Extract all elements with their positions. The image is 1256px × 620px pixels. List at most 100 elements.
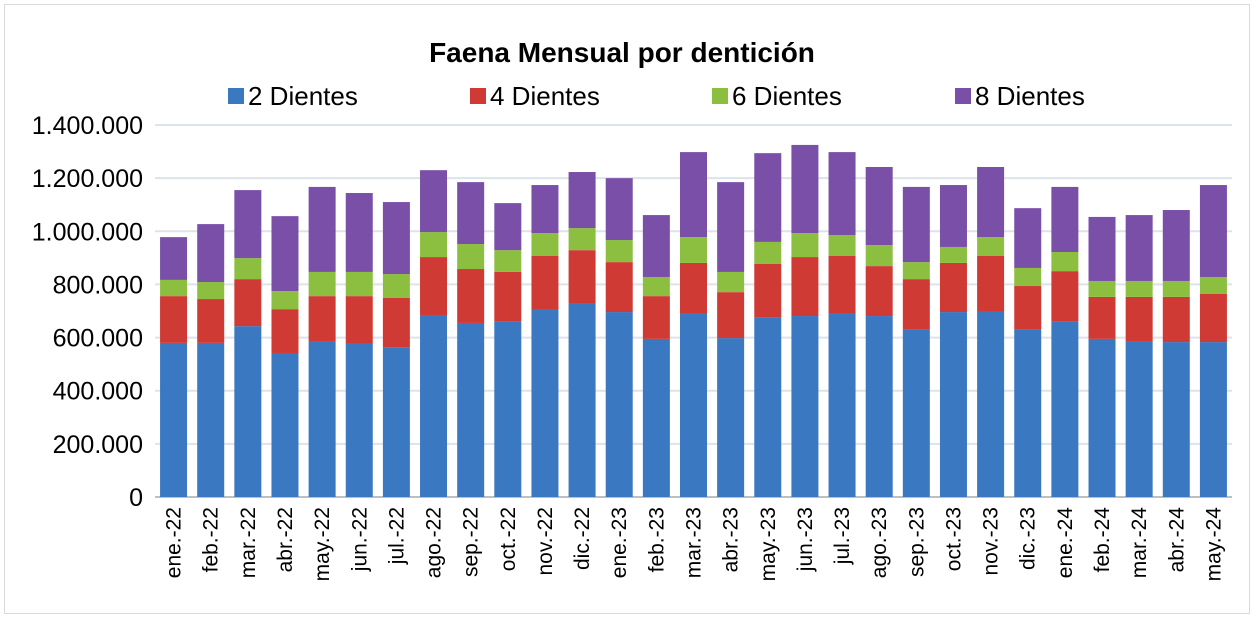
- bar-segment-2-dientes: [1014, 329, 1042, 497]
- bar-segment-2-dientes: [717, 338, 745, 497]
- bar-segment-2-dientes: [828, 313, 856, 497]
- x-tick-label: jun.-22: [348, 507, 371, 572]
- bar-segment-8-dientes: [1125, 215, 1153, 281]
- bar-segment-2-dientes: [642, 338, 670, 497]
- bar-segment-2-dientes: [568, 303, 596, 497]
- bar-segment-6-dientes: [531, 233, 559, 256]
- bar-segment-2-dientes: [420, 314, 448, 497]
- x-tick-label: ago.-22: [423, 507, 446, 578]
- x-tick-label: nov.-22: [534, 507, 557, 576]
- bar-segment-4-dientes: [197, 299, 225, 343]
- x-tick-label: jun.-23: [794, 507, 817, 572]
- x-tick-label: dic.-22: [571, 507, 594, 570]
- bar-segment-6-dientes: [1014, 267, 1042, 287]
- bar-segment-2-dientes: [308, 341, 336, 497]
- bar-segment-6-dientes: [345, 271, 373, 297]
- bar-segment-8-dientes: [568, 172, 596, 229]
- x-axis: ene.-22 feb.-22 mar.-22 abr.-22 may.-22 jun.-…: [163, 507, 1226, 582]
- bar-segment-8-dientes: [345, 193, 373, 272]
- legend-swatch: [712, 88, 728, 104]
- bar-segment-2-dientes: [902, 329, 930, 497]
- y-tick-label: 0: [129, 484, 143, 512]
- legend-label: 2 Dientes: [248, 81, 358, 111]
- bar-segment-4-dientes: [865, 266, 893, 317]
- x-tick-label: mar.-23: [683, 507, 706, 578]
- legend-swatch: [228, 88, 244, 104]
- x-tick-label: mar.-24: [1128, 507, 1151, 579]
- bar-segment-8-dientes: [308, 186, 336, 272]
- x-tick-label: abr.-23: [720, 507, 743, 572]
- x-tick-label: abr.-24: [1165, 507, 1188, 573]
- bar-segment-8-dientes: [605, 178, 633, 241]
- legend-label: 4 Dientes: [490, 81, 600, 111]
- bar-segment-2-dientes: [234, 326, 262, 497]
- bar-segment-2-dientes: [1051, 321, 1079, 497]
- x-tick-label: may.-22: [311, 507, 334, 581]
- bar-segment-6-dientes: [1199, 276, 1227, 294]
- bar-segment-8-dientes: [234, 190, 262, 259]
- bar-segment-8-dientes: [197, 224, 225, 283]
- bar-segment-6-dientes: [902, 262, 930, 280]
- x-tick-label: may.-23: [757, 507, 780, 581]
- y-tick-label: 200.000: [53, 431, 143, 459]
- bar-segment-4-dientes: [642, 296, 670, 339]
- bar-segment-4-dientes: [1088, 296, 1116, 339]
- y-tick-label: 1.400.000: [32, 112, 143, 140]
- bar-segment-4-dientes: [271, 309, 299, 353]
- bar-segment-4-dientes: [791, 257, 819, 317]
- x-tick-label: jul.-22: [385, 507, 408, 565]
- bar-segment-4-dientes: [308, 296, 336, 342]
- x-tick-label: feb.-23: [645, 507, 668, 572]
- bar-segment-6-dientes: [939, 246, 967, 263]
- x-tick-label: sep.-23: [905, 507, 928, 577]
- bar-segment-2-dientes: [1199, 342, 1227, 497]
- bar-segment-4-dientes: [1199, 293, 1227, 343]
- bar-segment-2-dientes: [754, 317, 782, 497]
- bar-segment-4-dientes: [754, 263, 782, 318]
- x-tick-label: feb.-24: [1091, 507, 1114, 573]
- bar-segment-6-dientes: [605, 240, 633, 263]
- bar-segment-6-dientes: [382, 274, 410, 298]
- bar-segment-8-dientes: [977, 166, 1005, 238]
- bar-segment-8-dientes: [828, 152, 856, 236]
- bar-segment-4-dientes: [494, 271, 522, 322]
- bar-segment-6-dientes: [457, 244, 485, 270]
- bar-segment-6-dientes: [308, 271, 336, 297]
- bar-segment-4-dientes: [160, 296, 188, 343]
- bar-segment-6-dientes: [642, 276, 670, 297]
- bar-segment-8-dientes: [1051, 186, 1079, 253]
- bar-segment-4-dientes: [680, 262, 707, 314]
- bar-segment-8-dientes: [642, 215, 670, 277]
- x-tick-label: oct.-22: [497, 507, 520, 571]
- bar-segment-2-dientes: [531, 309, 559, 497]
- bar-segment-4-dientes: [1162, 296, 1190, 343]
- bar-segment-6-dientes: [680, 237, 707, 263]
- bar-segment-8-dientes: [420, 170, 448, 233]
- bar-segment-6-dientes: [197, 282, 225, 300]
- bars: [160, 144, 1227, 497]
- bar-segment-8-dientes: [717, 182, 745, 272]
- chart-title: Faena Mensual por dentición: [429, 37, 815, 68]
- y-axis: 0 200.000 400.000 600.000 800.000 1.000.000 1.…: [32, 112, 143, 512]
- bar-segment-6-dientes: [754, 241, 782, 264]
- bar-segment-4-dientes: [902, 279, 930, 330]
- bar-segment-2-dientes: [160, 342, 188, 497]
- y-tick-label: 800.000: [53, 271, 143, 299]
- bar-segment-6-dientes: [977, 237, 1005, 256]
- x-tick-label: mar.-22: [237, 507, 260, 578]
- bar-segment-2-dientes: [1088, 338, 1116, 497]
- bar-segment-2-dientes: [605, 312, 633, 497]
- bar-segment-2-dientes: [382, 347, 410, 497]
- bar-segment-8-dientes: [939, 185, 967, 247]
- bar-segment-6-dientes: [1162, 280, 1190, 297]
- bar-segment-6-dientes: [1125, 280, 1153, 297]
- legend-label: 6 Dientes: [732, 81, 842, 111]
- x-tick-label: may.-24: [1202, 507, 1225, 582]
- y-tick-label: 1.000.000: [32, 218, 143, 246]
- bar-segment-4-dientes: [977, 255, 1005, 311]
- x-tick-label: ene.-24: [1054, 507, 1077, 579]
- bar-segment-6-dientes: [234, 258, 262, 280]
- bar-segment-8-dientes: [1088, 216, 1116, 281]
- x-tick-label: abr.-22: [274, 507, 297, 572]
- bar-segment-4-dientes: [939, 262, 967, 313]
